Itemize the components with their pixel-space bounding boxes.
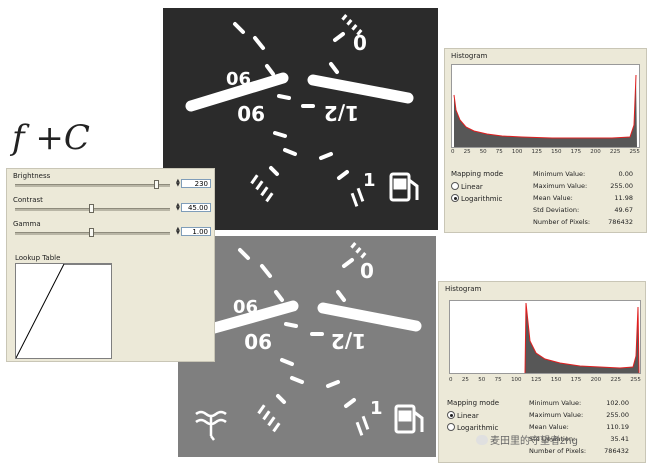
brightness-contrast-panel: Brightness ▲ ▼ 230 Contrast ▲ ▼ 45.00 Gamm… [6, 168, 215, 362]
histogram-title: Histogram [451, 52, 488, 60]
stat-mean: Mean Value: 11.98 [533, 194, 633, 202]
stat-mean: Mean Value: 110.19 [529, 423, 629, 431]
histogram-panel-bottom: Histogram 0 25 50 75 100 125 150 175 200 225 255 M… [438, 281, 646, 463]
histogram-axis-top: 0 25 50 75 100 125 150 175 200 225 255 [451, 149, 640, 155]
gamma-spin-buttons[interactable]: ▲ ▼ [176, 226, 180, 236]
gauge-label-zero-gray: 0 [360, 259, 374, 283]
brightness-spin-buttons[interactable]: ▲ ▼ [176, 178, 180, 188]
lookup-table-label: Lookup Table [15, 254, 61, 262]
histogram-axis-bottom: 0 25 50 75 100 125 150 175 200 225 255 [449, 377, 641, 383]
gamma-slider-thumb[interactable] [89, 228, 94, 237]
radio-dot-icon [451, 182, 459, 190]
brightness-slider-track[interactable] [15, 184, 170, 187]
stat-pixels: Number of Pixels: 786432 [529, 447, 629, 455]
histogram-title: Histogram [445, 285, 482, 293]
formula-text: f +C [12, 118, 90, 158]
fuel-pump-icon [394, 404, 424, 434]
radio-dot-selected-icon [447, 411, 455, 419]
gauge-label-zero: 0 [353, 31, 367, 55]
contrast-label: Contrast [13, 196, 43, 204]
histogram-plot-bottom [449, 300, 641, 374]
contrast-spin-buttons[interactable]: ▲ ▼ [176, 202, 180, 212]
gamma-value-field[interactable]: 1.00 [181, 227, 211, 236]
histogram-curve-top [453, 74, 637, 147]
watermark: 麦田里的守望者zhg [476, 432, 578, 447]
logarithmic-radio[interactable]: Logarithmic [447, 423, 498, 432]
stat-max: Maximum Value: 255.00 [533, 182, 633, 190]
gamma-label: Gamma [13, 220, 41, 228]
mapping-mode-label: Mapping mode [447, 399, 500, 407]
stat-std: Std Deviation: 35.41 [529, 435, 629, 443]
gauge-label-ninety: 90 [237, 101, 265, 125]
watermark-text: 麦田里的守望者zhg [490, 436, 578, 447]
histogram-panel-top: Histogram 0 25 50 75 100 125 150 175 200 225 255 M… [444, 48, 647, 233]
histogram-curve-bottom [524, 302, 640, 374]
gauge-image-gray: 0 90 1/2 90 1 [178, 236, 436, 457]
gauge-drawing-gray: 0 90 1/2 90 1 [194, 242, 424, 441]
linear-radio[interactable]: Linear [451, 182, 483, 191]
contrast-value-field[interactable]: 45.00 [181, 203, 211, 212]
lookup-table-curve [15, 263, 111, 359]
contrast-slider-thumb[interactable] [89, 204, 94, 213]
histogram-plot-top [451, 64, 640, 148]
fuel-pump-icon [389, 172, 419, 202]
gauge-label-ninety-gray-2: 90 [233, 295, 258, 316]
linear-radio[interactable]: Linear [447, 411, 479, 420]
brightness-label: Brightness [13, 172, 51, 180]
coolant-temperature-icon [195, 410, 227, 441]
brightness-value-field[interactable]: 230 [181, 179, 211, 188]
gauge-label-half-gray: 1/2 [331, 329, 366, 353]
stat-min: Minimum Value: 0.00 [533, 170, 633, 178]
gauge-label-half: 1/2 [324, 101, 359, 125]
stat-std: Std Deviation: 49.67 [533, 206, 633, 214]
radio-dot-icon [447, 423, 455, 431]
gauge-label-ninety-gray: 90 [244, 329, 272, 353]
gauge-label-ninety-2: 90 [226, 67, 251, 88]
stat-max: Maximum Value: 255.00 [529, 411, 629, 419]
stat-pixels: Number of Pixels: 786432 [533, 218, 633, 226]
brightness-slider-thumb[interactable] [154, 180, 159, 189]
gauge-label-one-gray: 1 [370, 398, 383, 419]
lookup-table-plot [15, 263, 112, 359]
radio-dot-selected-icon [451, 194, 459, 202]
gauge-label-one: 1 [363, 170, 376, 191]
mapping-mode-label: Mapping mode [451, 170, 504, 178]
gauge-drawing-dark: 0 90 1/2 90 1 [185, 14, 419, 207]
wechat-icon [476, 435, 488, 445]
stat-min: Minimum Value: 102.00 [529, 399, 629, 407]
logarithmic-radio[interactable]: Logarithmic [451, 194, 502, 203]
